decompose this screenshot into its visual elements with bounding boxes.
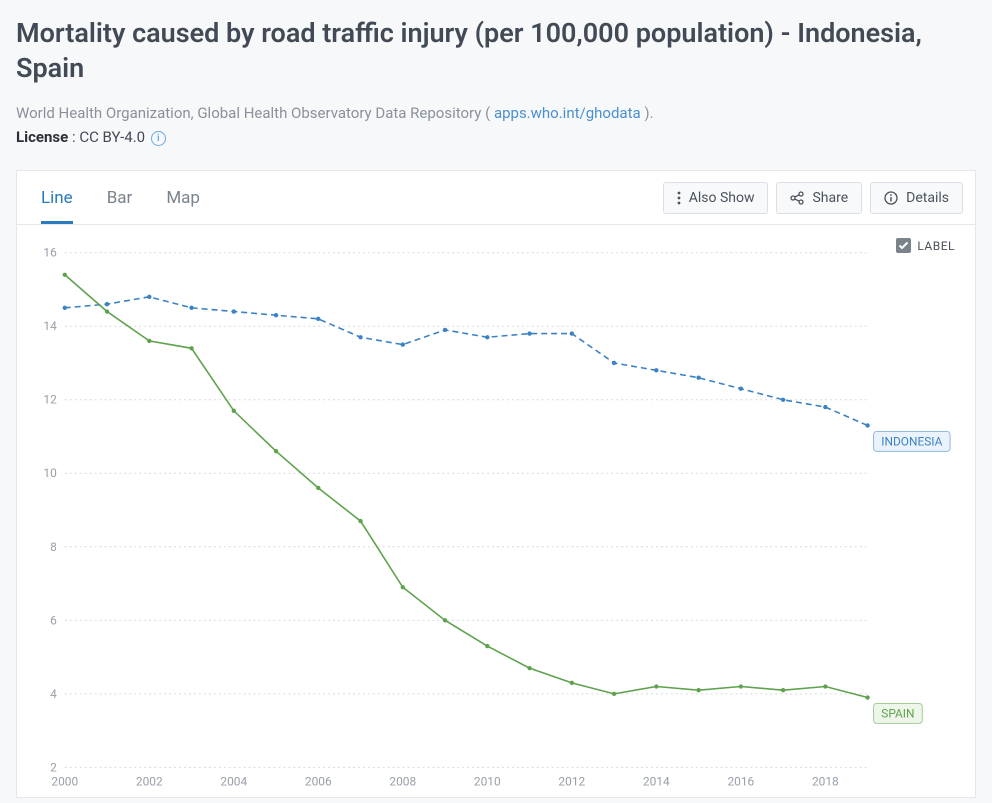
- x-tick-label: 2006: [305, 774, 332, 788]
- data-point: [527, 332, 531, 336]
- license-label: License: [16, 128, 68, 146]
- data-point: [147, 339, 151, 343]
- data-point: [570, 332, 574, 336]
- series-tag: INDONESIA: [874, 432, 951, 452]
- x-tick-label: 2002: [136, 774, 163, 788]
- data-point: [443, 618, 447, 622]
- x-tick-label: 2016: [727, 774, 754, 788]
- y-tick-label: 12: [43, 393, 57, 407]
- y-tick-label: 10: [43, 466, 57, 480]
- info-icon[interactable]: i: [151, 131, 166, 146]
- data-point: [232, 310, 236, 314]
- data-point: [105, 310, 109, 314]
- data-point: [63, 273, 67, 277]
- also-show-button[interactable]: Also Show: [663, 182, 769, 214]
- x-tick-label: 2014: [643, 774, 670, 788]
- source-prefix: World Health Organization, Global Health…: [16, 104, 494, 122]
- data-point: [570, 681, 574, 685]
- data-point: [147, 295, 151, 299]
- data-point: [823, 405, 827, 409]
- chart-area: LABEL 2 4 6 8 10 12 14 16 2000 2002 2004 2006 2008 20…: [17, 225, 975, 797]
- source-suffix: ).: [641, 104, 654, 122]
- label-toggle[interactable]: LABEL: [896, 238, 955, 253]
- data-point: [358, 519, 362, 523]
- y-tick-label: 8: [50, 540, 57, 554]
- x-tick-label: 2008: [389, 774, 416, 788]
- data-point: [189, 306, 193, 310]
- tab-bar[interactable]: Bar: [107, 171, 133, 224]
- details-label: Details: [906, 190, 949, 206]
- y-tick-label: 4: [50, 687, 57, 701]
- data-point: [274, 449, 278, 453]
- data-point: [189, 346, 193, 350]
- data-point: [401, 585, 405, 589]
- data-point: [316, 486, 320, 490]
- tabs: Line Bar Map: [17, 171, 200, 224]
- checkbox-icon: [896, 238, 911, 253]
- series-line: [65, 275, 868, 698]
- page-title: Mortality caused by road traffic injury …: [16, 16, 976, 86]
- tab-line[interactable]: Line: [41, 171, 73, 224]
- x-tick-label: 2000: [51, 774, 78, 788]
- data-point: [527, 666, 531, 670]
- svg-text:SPAIN: SPAIN: [881, 707, 914, 721]
- data-point: [63, 306, 67, 310]
- x-tick-label: 2010: [474, 774, 501, 788]
- license-value: CC BY-4.0: [79, 128, 145, 146]
- also-show-label: Also Show: [689, 190, 755, 206]
- data-point: [401, 343, 405, 347]
- chart-panel: Line Bar Map Also Show Share Details: [16, 170, 976, 798]
- share-label: Share: [812, 190, 848, 206]
- data-point: [443, 328, 447, 332]
- data-point: [232, 409, 236, 413]
- x-tick-label: 2004: [220, 774, 247, 788]
- data-point: [316, 317, 320, 321]
- data-point: [612, 361, 616, 365]
- x-tick-label: 2018: [812, 774, 839, 788]
- data-point: [781, 398, 785, 402]
- series-tag: SPAIN: [874, 704, 923, 724]
- license-line: License : CC BY-4.0 i: [16, 128, 976, 146]
- data-point: [865, 696, 869, 700]
- y-tick-label: 14: [43, 319, 57, 333]
- line-chart: 2 4 6 8 10 12 14 16 2000 2002 2004 2006 2008 2010 2012…: [29, 237, 963, 797]
- data-point: [823, 685, 827, 689]
- data-point: [105, 302, 109, 306]
- data-point: [654, 685, 658, 689]
- details-button[interactable]: Details: [870, 182, 963, 214]
- data-point: [739, 685, 743, 689]
- y-tick-label: 2: [50, 761, 57, 775]
- series-line: [65, 297, 868, 426]
- actions: Also Show Share Details: [663, 182, 963, 214]
- label-toggle-text: LABEL: [917, 239, 955, 253]
- info-outline-icon: [884, 191, 898, 205]
- data-point: [485, 644, 489, 648]
- tab-map[interactable]: Map: [166, 171, 200, 224]
- x-tick-label: 2012: [558, 774, 585, 788]
- data-point: [781, 688, 785, 692]
- toolbar: Line Bar Map Also Show Share Details: [17, 171, 975, 225]
- data-point: [696, 688, 700, 692]
- source-line: World Health Organization, Global Health…: [16, 104, 976, 122]
- data-point: [696, 376, 700, 380]
- svg-text:INDONESIA: INDONESIA: [881, 435, 942, 449]
- data-point: [612, 692, 616, 696]
- data-point: [485, 335, 489, 339]
- data-point: [865, 423, 869, 427]
- more-vert-icon: [677, 191, 681, 205]
- share-icon: [790, 191, 804, 205]
- source-link[interactable]: apps.who.int/ghodata: [494, 104, 641, 122]
- data-point: [274, 313, 278, 317]
- data-point: [654, 368, 658, 372]
- share-button[interactable]: Share: [776, 182, 862, 214]
- y-tick-label: 6: [50, 613, 57, 627]
- y-tick-label: 16: [43, 246, 57, 260]
- data-point: [358, 335, 362, 339]
- data-point: [739, 387, 743, 391]
